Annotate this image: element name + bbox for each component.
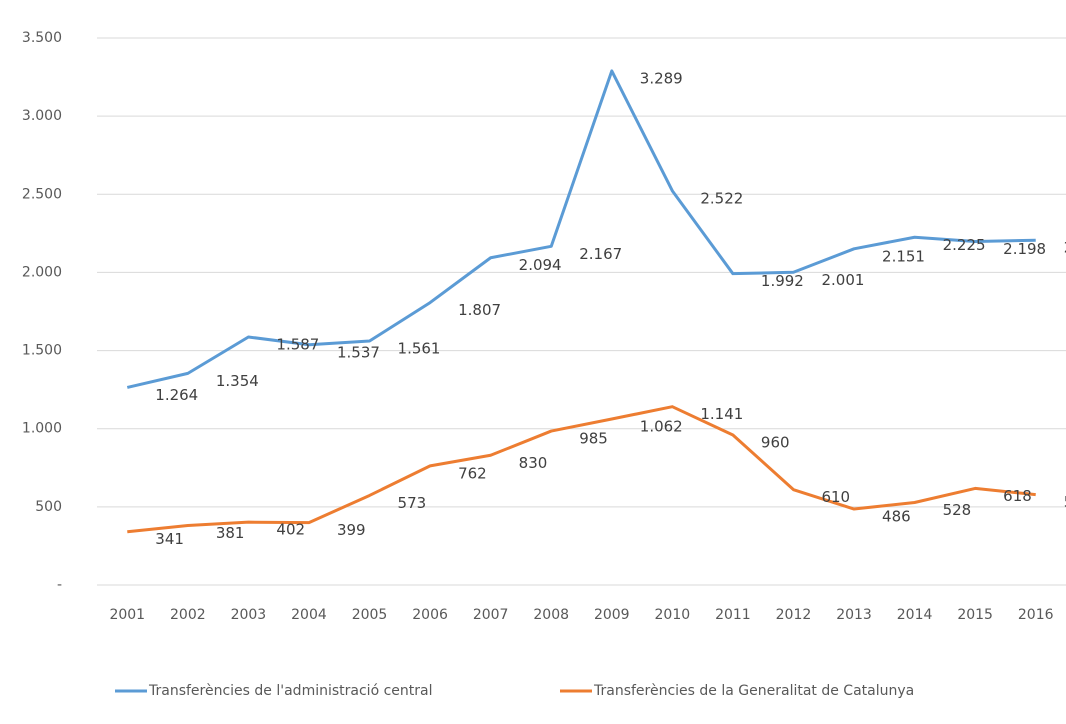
data-label: 1.264 <box>155 386 198 404</box>
legend-label: Transferències de la Generalitat de Cata… <box>593 683 914 699</box>
data-label: 1.141 <box>700 405 743 423</box>
data-label: 610 <box>821 488 850 506</box>
data-label: 2.151 <box>882 247 925 265</box>
data-label: 2.198 <box>1003 240 1046 258</box>
data-label: 2.522 <box>700 189 743 207</box>
y-tick-label: 500 <box>35 499 62 515</box>
series-line <box>126 69 1036 389</box>
x-tick-label: 2010 <box>655 607 691 623</box>
data-label: 1.062 <box>640 418 683 436</box>
x-tick-label: 2009 <box>594 607 630 623</box>
series-line <box>127 405 1036 534</box>
data-label: 830 <box>519 454 548 472</box>
x-tick-label: 2004 <box>291 607 327 623</box>
x-tick-label: 2008 <box>533 607 569 623</box>
x-tick-label: 2003 <box>231 607 267 623</box>
y-tick-label: 3.000 <box>22 108 62 124</box>
legend-label: Transferències de l'administració centra… <box>148 683 432 699</box>
data-label: 578 <box>1064 493 1066 511</box>
data-label: 762 <box>458 464 487 482</box>
data-label: 2.094 <box>519 256 562 274</box>
data-label: 1.992 <box>761 272 804 290</box>
data-label: 573 <box>398 494 427 512</box>
x-tick-label: 2007 <box>473 607 509 623</box>
x-tick-label: 2015 <box>957 607 993 623</box>
x-tick-label: 2005 <box>352 607 388 623</box>
y-tick-label: 1.000 <box>22 421 62 437</box>
data-label: 341 <box>155 530 184 548</box>
data-label: 985 <box>579 430 608 448</box>
data-label: 2.001 <box>821 271 864 289</box>
data-label: 486 <box>882 508 911 526</box>
data-label: 1.807 <box>458 301 501 319</box>
x-tick-label: 2002 <box>170 607 206 623</box>
y-tick-label: - <box>57 577 62 593</box>
x-tick-label: 2006 <box>412 607 448 623</box>
data-label: 1.561 <box>398 340 441 358</box>
data-label: 2.206 <box>1064 239 1066 257</box>
x-tick-label: 2016 <box>1018 607 1054 623</box>
data-label: 402 <box>276 521 305 539</box>
data-label: 1.587 <box>276 335 319 353</box>
x-tick-label: 2011 <box>715 607 751 623</box>
x-tick-label: 2013 <box>836 607 872 623</box>
data-label: 618 <box>1003 487 1032 505</box>
data-label: 3.289 <box>640 69 683 87</box>
x-tick-label: 2012 <box>776 607 812 623</box>
data-label: 1.354 <box>216 372 259 390</box>
data-label: 1.537 <box>337 343 380 361</box>
x-tick-label: 2001 <box>109 607 145 623</box>
y-tick-label: 2.500 <box>22 186 62 202</box>
data-label: 2.167 <box>579 245 622 263</box>
y-tick-label: 3.500 <box>22 30 62 46</box>
data-label: 960 <box>761 433 790 451</box>
y-tick-label: 1.500 <box>22 343 62 359</box>
x-tick-label: 2014 <box>897 607 933 623</box>
data-label: 528 <box>943 501 972 519</box>
data-label: 399 <box>337 521 366 539</box>
data-label: 2.225 <box>943 236 986 254</box>
data-label: 381 <box>216 524 245 542</box>
y-tick-label: 2.000 <box>22 264 62 280</box>
